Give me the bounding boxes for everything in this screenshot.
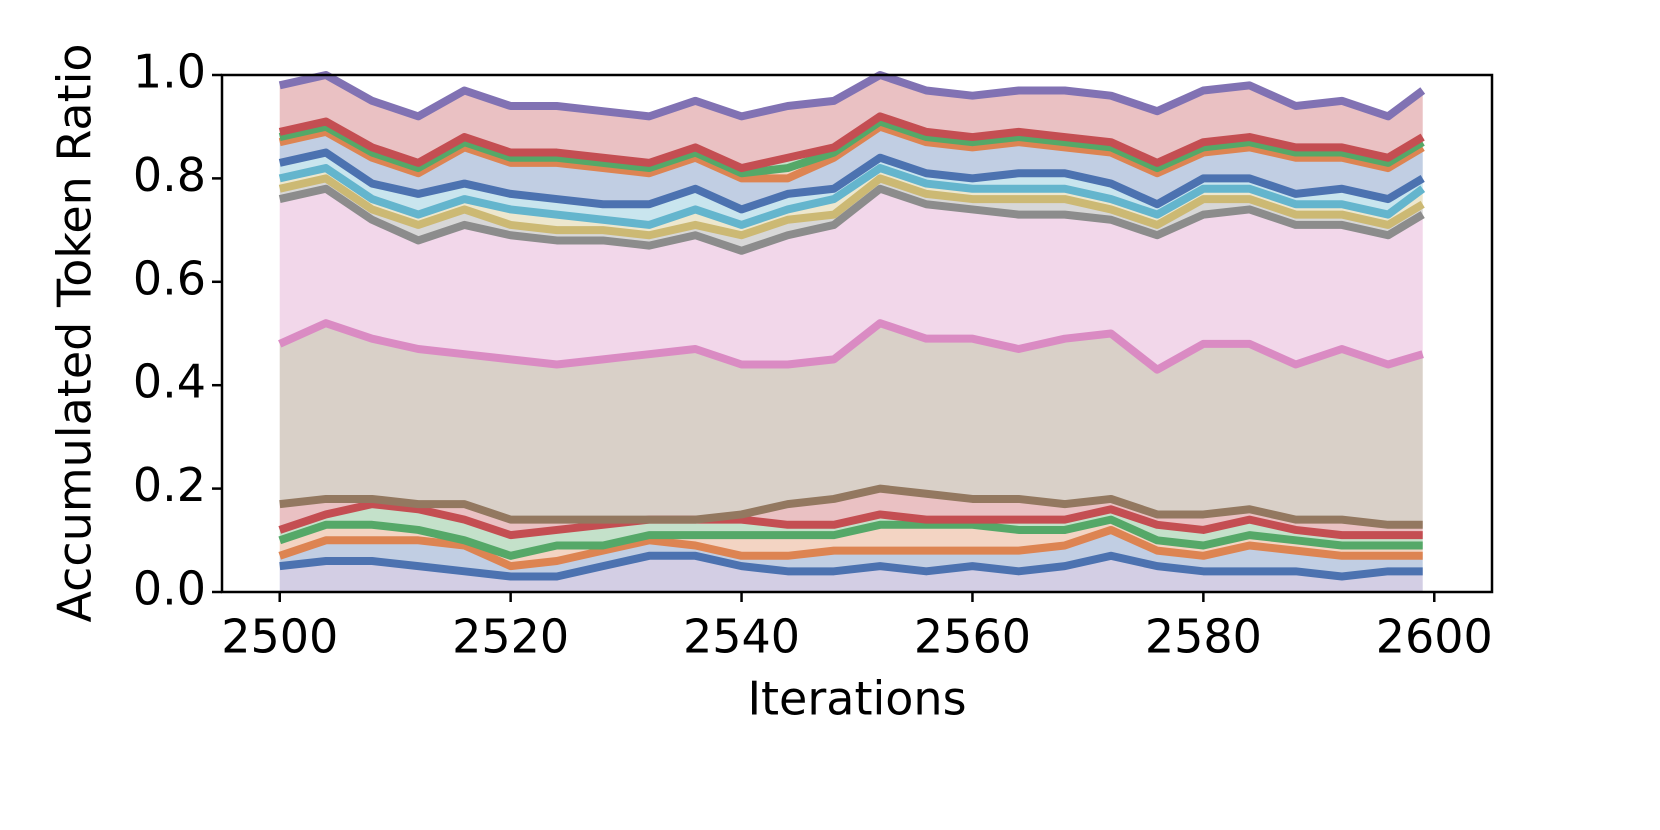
series-line [278,164,1426,229]
x-tick-label: 2500 [221,610,338,664]
y-tick-label: 1.0 [133,45,206,99]
x-tick-label: 2580 [1145,610,1262,664]
series-line [278,500,1423,540]
series-line [279,484,1423,529]
axes-frame [220,73,1494,594]
y-tick-label: 0.8 [133,148,206,202]
y-tick-label: 0.2 [133,458,206,512]
x-tick-label: 2540 [683,610,800,664]
series-line [278,71,1426,121]
series-line [278,184,1425,255]
series-line [278,117,1425,178]
y-axis-label: Accumulated Token Ratio [48,43,102,622]
x-axis-label: Iterations [747,672,966,726]
series-line [278,525,1423,571]
series-line [278,174,1425,240]
area-band [279,75,1423,169]
area-band [279,323,1423,525]
y-tick-label: 0.0 [133,562,206,616]
area-band [279,126,1423,210]
area-band [279,519,1423,567]
x-tick-label: 2560 [914,610,1031,664]
series-line [278,148,1425,214]
x-tick-label: 2600 [1376,610,1493,664]
y-tick-label: 0.4 [133,355,206,409]
series-line [279,551,1423,581]
y-tick-label: 0.6 [133,251,206,305]
series-line [278,122,1425,183]
series-line [278,112,1425,173]
area-band [279,188,1423,370]
x-tick-label: 2520 [452,610,569,664]
series-line [278,319,1424,374]
plot-area [278,71,1426,592]
series-line [278,515,1423,560]
